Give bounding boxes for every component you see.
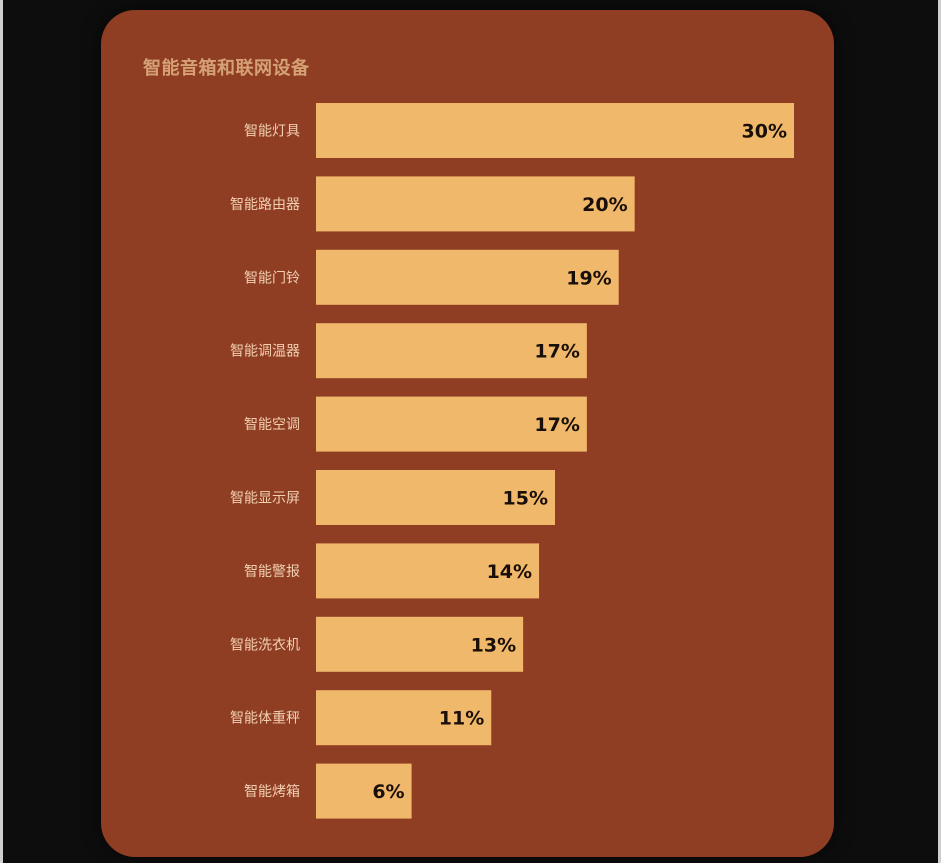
category-label-0: 智能灯具	[244, 124, 300, 140]
category-label-8: 智能体重秤	[230, 711, 300, 727]
category-label-2: 智能门铃	[244, 270, 300, 286]
value-label-3: 17%	[534, 341, 579, 363]
value-label-5: 15%	[503, 488, 548, 510]
category-label-7: 智能洗衣机	[230, 637, 300, 653]
category-label-9: 智能烤箱	[244, 784, 300, 800]
value-label-6: 14%	[487, 561, 532, 583]
value-label-1: 20%	[582, 194, 627, 216]
value-label-9: 6%	[372, 781, 404, 803]
value-label-4: 17%	[534, 414, 579, 436]
value-label-7: 13%	[471, 634, 516, 656]
category-label-5: 智能显示屏	[230, 491, 300, 507]
category-label-4: 智能空调	[244, 417, 300, 433]
value-label-0: 30%	[742, 121, 787, 143]
value-label-2: 19%	[566, 267, 611, 289]
category-label-1: 智能路由器	[230, 197, 300, 213]
value-label-8: 11%	[439, 708, 484, 730]
category-label-6: 智能警报	[244, 564, 300, 580]
bar-chart: 智能灯具 30% 智能路由器 20% 智能门铃 19% 智能调温器 17% 智能空调 17% 智能显…	[101, 10, 834, 857]
chart-card: 智能音箱和联网设备 智能灯具 30% 智能路由器 20% 智能门铃 19% 智能调温器 17%…	[101, 10, 834, 857]
category-label-3: 智能调温器	[230, 344, 300, 360]
bar-0	[316, 103, 794, 158]
